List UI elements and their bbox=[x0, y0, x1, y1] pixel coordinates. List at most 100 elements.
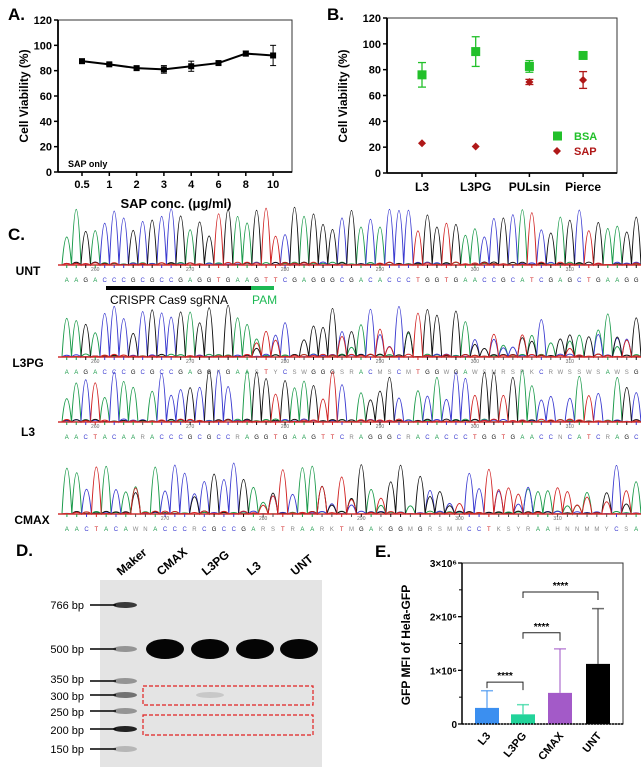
base-call: R bbox=[406, 435, 411, 441]
b-x-tick-label: Pierce bbox=[565, 180, 601, 194]
significance-bracket bbox=[486, 681, 524, 691]
base-call: A bbox=[530, 435, 534, 441]
base-call: K bbox=[379, 527, 383, 533]
base-call: T bbox=[331, 435, 335, 441]
base-call: C bbox=[368, 370, 373, 376]
base-position: 290 bbox=[376, 267, 385, 273]
base-position: 270 bbox=[186, 267, 195, 273]
base-call: C bbox=[122, 278, 127, 284]
legend-marker-sap bbox=[553, 147, 561, 155]
base-call: W bbox=[301, 370, 307, 376]
base-position: 260 bbox=[91, 267, 100, 273]
base-call: A bbox=[245, 435, 249, 441]
base-call: S bbox=[625, 370, 629, 376]
base-position: 310 bbox=[553, 516, 562, 522]
ladder-label: 300 bp bbox=[50, 691, 84, 703]
base-call: G bbox=[283, 435, 288, 441]
pam-bar bbox=[251, 286, 274, 290]
base-position: 310 bbox=[566, 424, 575, 430]
base-call: C bbox=[103, 278, 108, 284]
a-data-point bbox=[215, 60, 222, 67]
base-call: G bbox=[321, 278, 326, 284]
base-call: A bbox=[153, 527, 157, 533]
base-call: G bbox=[207, 370, 212, 376]
legend-label-bsa: BSA bbox=[574, 131, 597, 143]
a-x-tick-label: 4 bbox=[188, 179, 195, 191]
base-call: C bbox=[614, 527, 619, 533]
b-point-sap bbox=[525, 77, 534, 86]
base-call: S bbox=[340, 370, 344, 376]
base-call: G bbox=[634, 278, 639, 284]
highlight-box-300bp bbox=[142, 685, 314, 706]
base-call: S bbox=[438, 527, 442, 533]
a-data-point bbox=[133, 65, 140, 72]
base-call: G bbox=[359, 527, 364, 533]
e-y-axis-label: GFP MFI of Hela-GFP bbox=[399, 585, 413, 705]
panel-label-d: D. bbox=[16, 541, 33, 560]
base-call: A bbox=[236, 278, 240, 284]
base-call: C bbox=[397, 370, 402, 376]
base-call: M bbox=[408, 527, 413, 533]
base-call: A bbox=[577, 435, 581, 441]
base-call: R bbox=[606, 435, 611, 441]
ladder-label: 200 bp bbox=[50, 725, 84, 737]
gel-band-500bp bbox=[280, 639, 318, 659]
base-call: C bbox=[232, 527, 237, 533]
base-call: A bbox=[188, 370, 192, 376]
base-call: G bbox=[398, 527, 403, 533]
base-call: C bbox=[444, 435, 449, 441]
base-call: C bbox=[226, 435, 231, 441]
base-position: 280 bbox=[259, 516, 268, 522]
a-y-axis-label: Cell Viability (%) bbox=[17, 49, 31, 142]
base-call: S bbox=[387, 370, 391, 376]
gel-band-500bp bbox=[146, 639, 184, 659]
base-call: G bbox=[368, 435, 373, 441]
base-call: C bbox=[141, 278, 146, 284]
base-call: A bbox=[473, 278, 477, 284]
base-call: G bbox=[150, 370, 155, 376]
b-point-bsa bbox=[524, 61, 534, 71]
base-call: W bbox=[586, 370, 592, 376]
base-call: G bbox=[264, 435, 269, 441]
a-y-tick-label: 120 bbox=[34, 15, 52, 27]
base-call: A bbox=[188, 278, 192, 284]
base-call: K bbox=[530, 370, 534, 376]
base-call: T bbox=[416, 370, 420, 376]
base-call: R bbox=[349, 435, 354, 441]
base-call: G bbox=[567, 278, 572, 284]
a-x-tick-label: 1 bbox=[106, 179, 112, 191]
a-x-tick-label: 8 bbox=[243, 179, 249, 191]
base-call: M bbox=[585, 527, 590, 533]
base-call: C bbox=[425, 435, 430, 441]
base-call: C bbox=[84, 435, 89, 441]
a-y-tick-label: 40 bbox=[40, 116, 52, 128]
base-call: C bbox=[173, 527, 178, 533]
base-position: 290 bbox=[376, 424, 385, 430]
base-call: G bbox=[83, 370, 88, 376]
a-x-tick-label: 3 bbox=[161, 179, 167, 191]
base-call: G bbox=[596, 278, 601, 284]
base-call: T bbox=[416, 278, 420, 284]
base-call: G bbox=[454, 278, 459, 284]
a-data-point bbox=[106, 61, 113, 68]
a-y-tick-label: 100 bbox=[34, 40, 52, 52]
chromatogram-trace-a bbox=[58, 370, 641, 424]
base-position: 310 bbox=[566, 267, 575, 273]
e-x-tick-label: CMAX bbox=[536, 730, 566, 763]
base-call: T bbox=[274, 435, 278, 441]
base-call: R bbox=[192, 527, 197, 533]
significance-bracket bbox=[522, 632, 561, 641]
base-call: C bbox=[397, 278, 402, 284]
e-y-tick-label: 0 bbox=[451, 720, 457, 731]
base-call: G bbox=[207, 278, 212, 284]
chromatogram-trace-a bbox=[58, 311, 641, 359]
panel-label-c: C. bbox=[8, 225, 25, 244]
a-data-point bbox=[242, 50, 249, 57]
base-call: C bbox=[492, 278, 497, 284]
base-call: G bbox=[425, 278, 430, 284]
base-call: G bbox=[241, 527, 246, 533]
ladder-label: 766 bp bbox=[50, 600, 84, 612]
base-call: A bbox=[606, 278, 610, 284]
base-call: A bbox=[359, 370, 363, 376]
